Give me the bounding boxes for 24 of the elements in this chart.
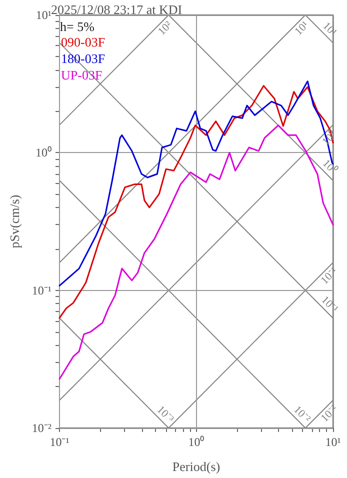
text: 10⁻¹ xyxy=(318,294,340,316)
text: 090-03F xyxy=(61,34,106,50)
text: 10⁻³ xyxy=(154,404,176,426)
text: 10⁰ xyxy=(320,156,340,177)
text: UP-03F xyxy=(61,68,102,82)
y-tick-label: 10⁰ xyxy=(36,146,52,160)
annotation: h= 5% xyxy=(60,19,95,34)
text: 10¹ xyxy=(292,19,312,38)
text: 10⁻² xyxy=(318,402,341,424)
y-tick-label: 10¹ xyxy=(36,8,52,22)
x-tick-label: 10¹ xyxy=(325,435,342,449)
x-tick-label: 10⁰ xyxy=(188,435,204,449)
text: 10⁻² xyxy=(291,404,314,426)
y-axis-title: pSv(cm/s) xyxy=(7,194,22,248)
text: 10⁻¹ xyxy=(318,265,340,287)
text: 10⁰ xyxy=(319,128,340,148)
x-axis-title: Period(s) xyxy=(172,459,220,474)
y-tick-label: 10⁻¹ xyxy=(32,283,52,298)
chart-title: 2025/12/08 23:17 at KDI xyxy=(51,2,182,17)
x-tick-label: 10⁻¹ xyxy=(50,435,70,449)
text: 10² xyxy=(156,18,175,38)
text: 10¹ xyxy=(320,20,339,39)
text: 180-03F xyxy=(61,51,106,66)
y-tick-label: 10⁻² xyxy=(32,421,52,435)
